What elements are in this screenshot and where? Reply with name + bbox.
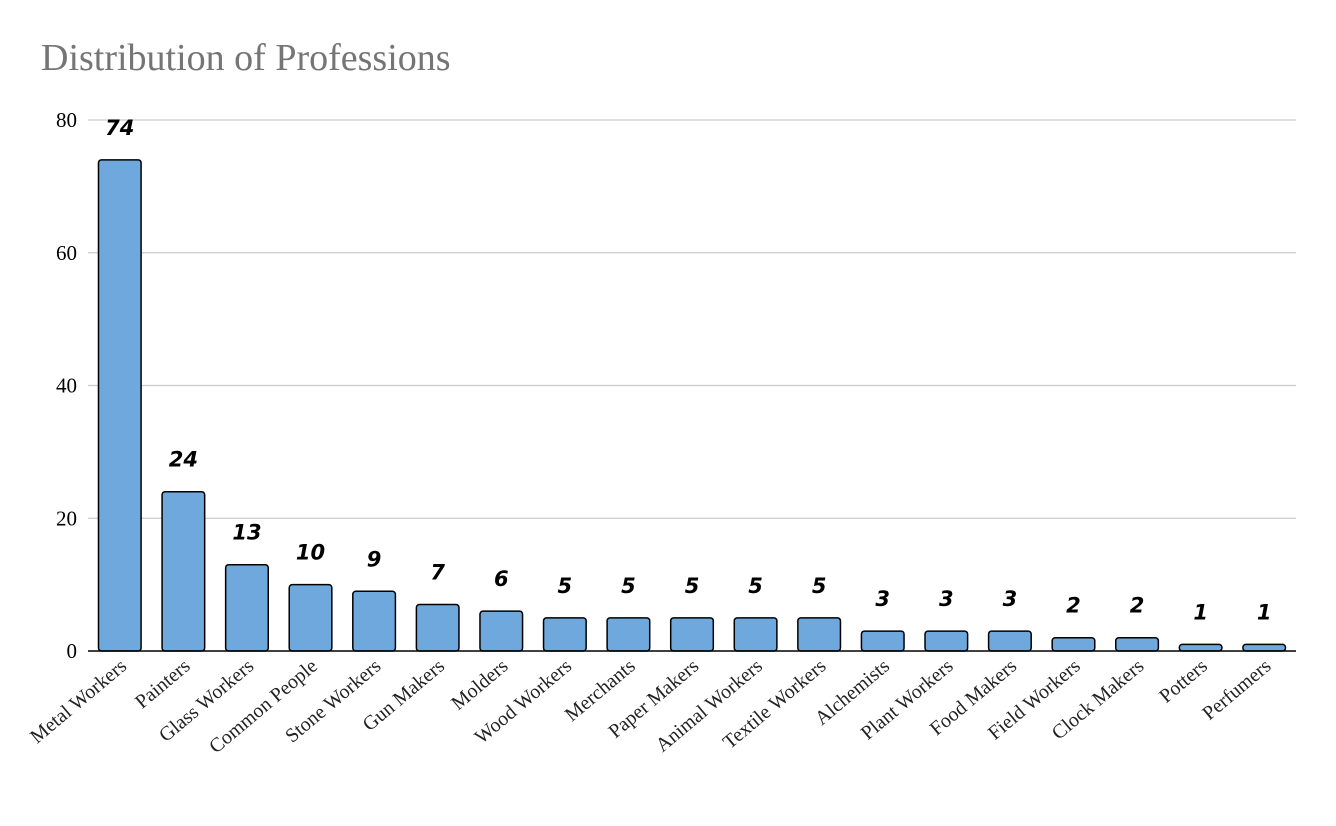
data-label: 3 xyxy=(875,587,890,611)
bar xyxy=(224,563,269,652)
x-tick-label: Animal Workers xyxy=(652,655,767,757)
data-label: 9 xyxy=(367,547,382,571)
bar xyxy=(860,630,905,652)
y-tick-label: 0 xyxy=(67,639,78,663)
data-label: 7 xyxy=(430,561,445,585)
bar xyxy=(352,590,397,652)
y-tick-label: 20 xyxy=(56,506,77,530)
bars xyxy=(97,159,1287,652)
x-tick-label: Perfumers xyxy=(1198,655,1275,725)
bar xyxy=(733,617,778,652)
bar xyxy=(1051,636,1096,652)
chart-title: Distribution of Professions xyxy=(41,37,451,79)
y-tick-label: 80 xyxy=(56,108,77,132)
data-label: 24 xyxy=(169,448,198,472)
bar xyxy=(669,617,715,652)
y-tick-label: 40 xyxy=(56,374,77,398)
data-label: 2 xyxy=(1066,594,1081,618)
bar xyxy=(1115,636,1160,652)
y-axis-ticks: 0 20 40 60 80 xyxy=(56,108,77,663)
bar xyxy=(924,630,969,652)
data-label: 74 xyxy=(105,116,134,140)
data-labels: 74 24 13 10 9 7 6 5 5 5 5 5 3 3 3 2 2 1 1 xyxy=(105,116,1271,625)
bar xyxy=(415,603,460,652)
gridlines xyxy=(88,119,1296,519)
y-tick-label: 60 xyxy=(56,241,77,265)
bar xyxy=(606,617,651,652)
data-label: 1 xyxy=(1257,600,1272,624)
data-label: 13 xyxy=(232,521,261,545)
data-label: 5 xyxy=(621,574,636,598)
bar xyxy=(288,583,333,652)
data-label: 2 xyxy=(1130,594,1145,618)
x-tick-label: Common People xyxy=(205,655,322,758)
data-label: 5 xyxy=(748,574,763,598)
bar xyxy=(797,617,842,652)
data-label: 5 xyxy=(812,574,827,598)
bar xyxy=(987,630,1032,652)
data-label: 10 xyxy=(296,541,325,565)
bar xyxy=(542,617,587,652)
data-label: 1 xyxy=(1193,600,1208,624)
bar xyxy=(97,159,142,652)
bar xyxy=(1242,643,1287,652)
bar xyxy=(479,610,524,652)
data-label: 5 xyxy=(558,574,573,598)
data-label: 5 xyxy=(685,574,700,598)
bar xyxy=(1178,643,1223,652)
data-label: 3 xyxy=(1003,587,1018,611)
x-tick-label: Potters xyxy=(1155,655,1212,708)
data-label: 6 xyxy=(494,567,509,591)
data-label: 3 xyxy=(939,587,954,611)
x-tick-label: Metal Workers xyxy=(26,655,131,748)
bar xyxy=(161,490,206,652)
